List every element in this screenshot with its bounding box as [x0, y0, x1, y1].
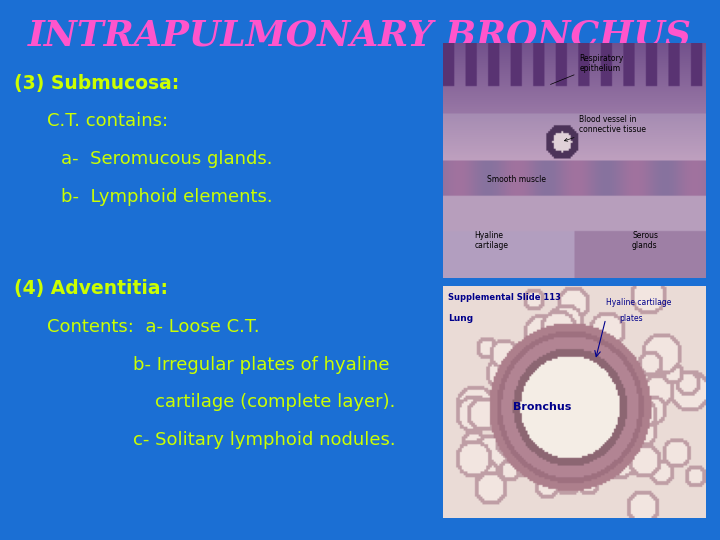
Text: Respiratory
epithelium: Respiratory epithelium	[551, 54, 624, 84]
Text: Hyaline
cartilage: Hyaline cartilage	[474, 231, 508, 250]
Text: Hyaline cartilage: Hyaline cartilage	[606, 298, 671, 307]
Text: (4) Adventitia:: (4) Adventitia:	[14, 279, 168, 299]
Text: cartilage (complete layer).: cartilage (complete layer).	[155, 393, 395, 411]
Text: Lung: Lung	[448, 314, 473, 323]
Text: (3) Submucosa:: (3) Submucosa:	[14, 74, 180, 93]
Text: Serous
glands: Serous glands	[632, 231, 658, 250]
Text: INTRAPULMONARY BRONCHUS: INTRAPULMONARY BRONCHUS	[28, 18, 692, 52]
Text: c- Solitary lymphoid nodules.: c- Solitary lymphoid nodules.	[133, 431, 396, 449]
Text: Contents:  a- Loose C.T.: Contents: a- Loose C.T.	[47, 318, 259, 336]
Text: Bronchus: Bronchus	[513, 402, 572, 412]
Text: Blood vessel in
connective tissue: Blood vessel in connective tissue	[564, 115, 647, 141]
Text: b- Irregular plates of hyaline: b- Irregular plates of hyaline	[133, 355, 390, 374]
Text: C.T. contains:: C.T. contains:	[47, 112, 168, 131]
Text: b-  Lymphoid elements.: b- Lymphoid elements.	[61, 188, 273, 206]
Text: Supplemental Slide 113: Supplemental Slide 113	[448, 293, 561, 302]
Text: plates: plates	[619, 314, 642, 323]
Text: a-  Seromucous glands.: a- Seromucous glands.	[61, 150, 273, 168]
Text: Smooth muscle: Smooth muscle	[487, 175, 546, 184]
